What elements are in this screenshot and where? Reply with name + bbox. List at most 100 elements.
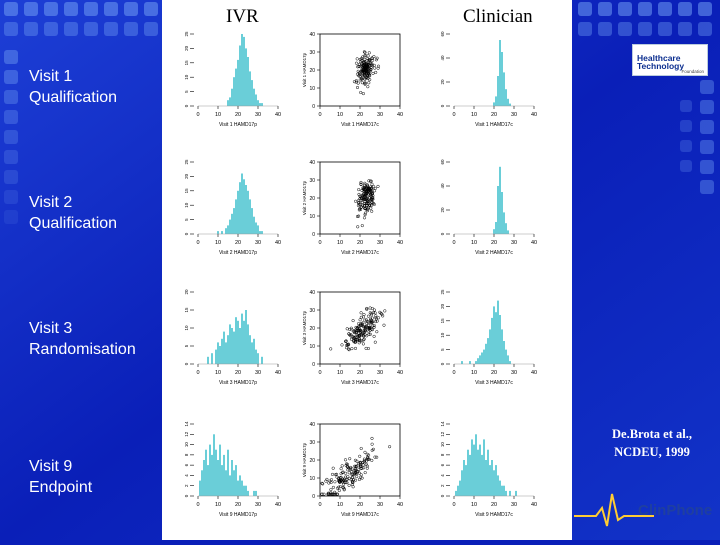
scatter-point <box>338 485 342 489</box>
scatter-point <box>362 334 366 338</box>
scatter-point <box>329 488 333 492</box>
scatter-point <box>370 200 374 204</box>
histogram-bar <box>255 222 257 234</box>
scatter-point <box>374 317 378 321</box>
histogram-bar <box>217 231 219 234</box>
histogram-bar <box>207 465 209 496</box>
histogram-bar <box>237 190 239 234</box>
histogram-bar <box>461 361 463 364</box>
scatter-point <box>325 477 329 481</box>
x-tick-label: 0 <box>318 370 321 376</box>
y-tick-label: 0 <box>312 104 315 110</box>
scatter-point <box>344 339 348 343</box>
scatter-point <box>365 320 370 324</box>
scatter-point <box>359 311 363 315</box>
histogram-bar <box>255 94 257 106</box>
scatter-point <box>361 203 365 207</box>
scatter-point <box>360 224 364 228</box>
histogram-bar <box>473 444 475 496</box>
histogram-bar <box>503 72 505 106</box>
scatter-point <box>365 306 369 311</box>
scatter-point <box>370 182 374 186</box>
scatter-point <box>350 483 354 487</box>
scatter-point <box>348 457 352 461</box>
scatter-point <box>359 182 363 186</box>
y-tick-label: 4 <box>184 474 189 477</box>
y-tick-label: 14 <box>440 421 445 427</box>
histogram-bar <box>229 219 231 234</box>
row-label-visit-9: Visit 9 Endpoint <box>29 458 93 496</box>
scatter-point <box>363 328 367 332</box>
histogram-bar <box>211 353 213 364</box>
scatter-point <box>358 65 362 69</box>
y-tick-label: 0 <box>184 232 189 235</box>
histogram-bar <box>489 465 491 496</box>
y-axis-label: Visit 3 HAMD17p <box>302 310 307 345</box>
histogram-bar <box>509 490 511 496</box>
scatter-point <box>363 54 367 58</box>
y-tick-label: 40 <box>309 32 315 38</box>
histogram-bar <box>243 179 245 234</box>
x-tick-label: 30 <box>377 112 383 118</box>
scatter-point <box>332 492 336 496</box>
scatter-point <box>368 78 372 82</box>
histogram-bar <box>459 480 461 496</box>
y-tick-label: 0 <box>312 494 315 500</box>
y-tick-label: 0 <box>440 104 445 107</box>
scatter-points <box>320 436 392 496</box>
histogram-bar <box>225 470 227 496</box>
histogram-bar <box>223 331 225 364</box>
scatter-point <box>363 204 367 208</box>
x-tick-label: 0 <box>452 240 455 246</box>
scatter-point <box>373 340 377 344</box>
histogram-bar <box>219 346 221 364</box>
histogram-bar <box>479 355 481 364</box>
clinician-column-header: Clinician <box>463 6 533 27</box>
histogram-bar <box>495 96 497 106</box>
histogram-bar <box>489 329 491 364</box>
x-tick-label: 20 <box>491 370 497 376</box>
bg-tile <box>680 160 692 172</box>
scatter-point <box>355 338 359 342</box>
scatter-frame <box>319 291 401 365</box>
scatter-point <box>359 315 363 319</box>
histogram-bar <box>233 331 235 364</box>
bg-tile <box>64 22 78 36</box>
bg-tile <box>678 2 692 16</box>
x-tick-label: 20 <box>235 240 241 246</box>
scatter-point <box>370 436 374 440</box>
scatter-point <box>375 330 379 334</box>
histogram-bar <box>215 449 217 496</box>
histogram-bar <box>251 342 253 364</box>
x-tick-label: 30 <box>511 112 517 118</box>
scatter-point <box>367 58 372 62</box>
scatter-point <box>329 480 333 485</box>
x-tick-label: 0 <box>452 502 455 508</box>
scatter-point <box>365 334 369 338</box>
scatter-point <box>357 326 361 330</box>
y-tick-label: 5 <box>184 344 189 347</box>
histogram-bar <box>239 328 241 364</box>
scatter-point <box>360 194 364 198</box>
histogram-bar <box>233 208 235 234</box>
bg-tile <box>598 22 612 36</box>
histogram-bar <box>241 173 243 234</box>
histogram-bar <box>457 485 459 496</box>
scatter-point <box>367 332 371 336</box>
bg-tile <box>700 120 714 134</box>
histogram-bar <box>253 88 255 106</box>
scatter-point <box>340 343 344 347</box>
scatter-point <box>356 328 361 332</box>
x-tick-label: 10 <box>337 240 343 246</box>
scatter-point <box>358 318 362 322</box>
y-tick-label: 15 <box>440 318 445 324</box>
scatter-point <box>370 306 374 311</box>
scatter-point <box>374 314 378 318</box>
logo-text: Healthcare Technology <box>637 53 685 71</box>
bg-tile <box>44 22 58 36</box>
scatter-point <box>352 335 356 339</box>
scatter-point <box>347 348 351 352</box>
scatter-point <box>357 468 361 472</box>
bg-tile <box>680 100 692 112</box>
x-tick-label: 10 <box>471 240 477 246</box>
